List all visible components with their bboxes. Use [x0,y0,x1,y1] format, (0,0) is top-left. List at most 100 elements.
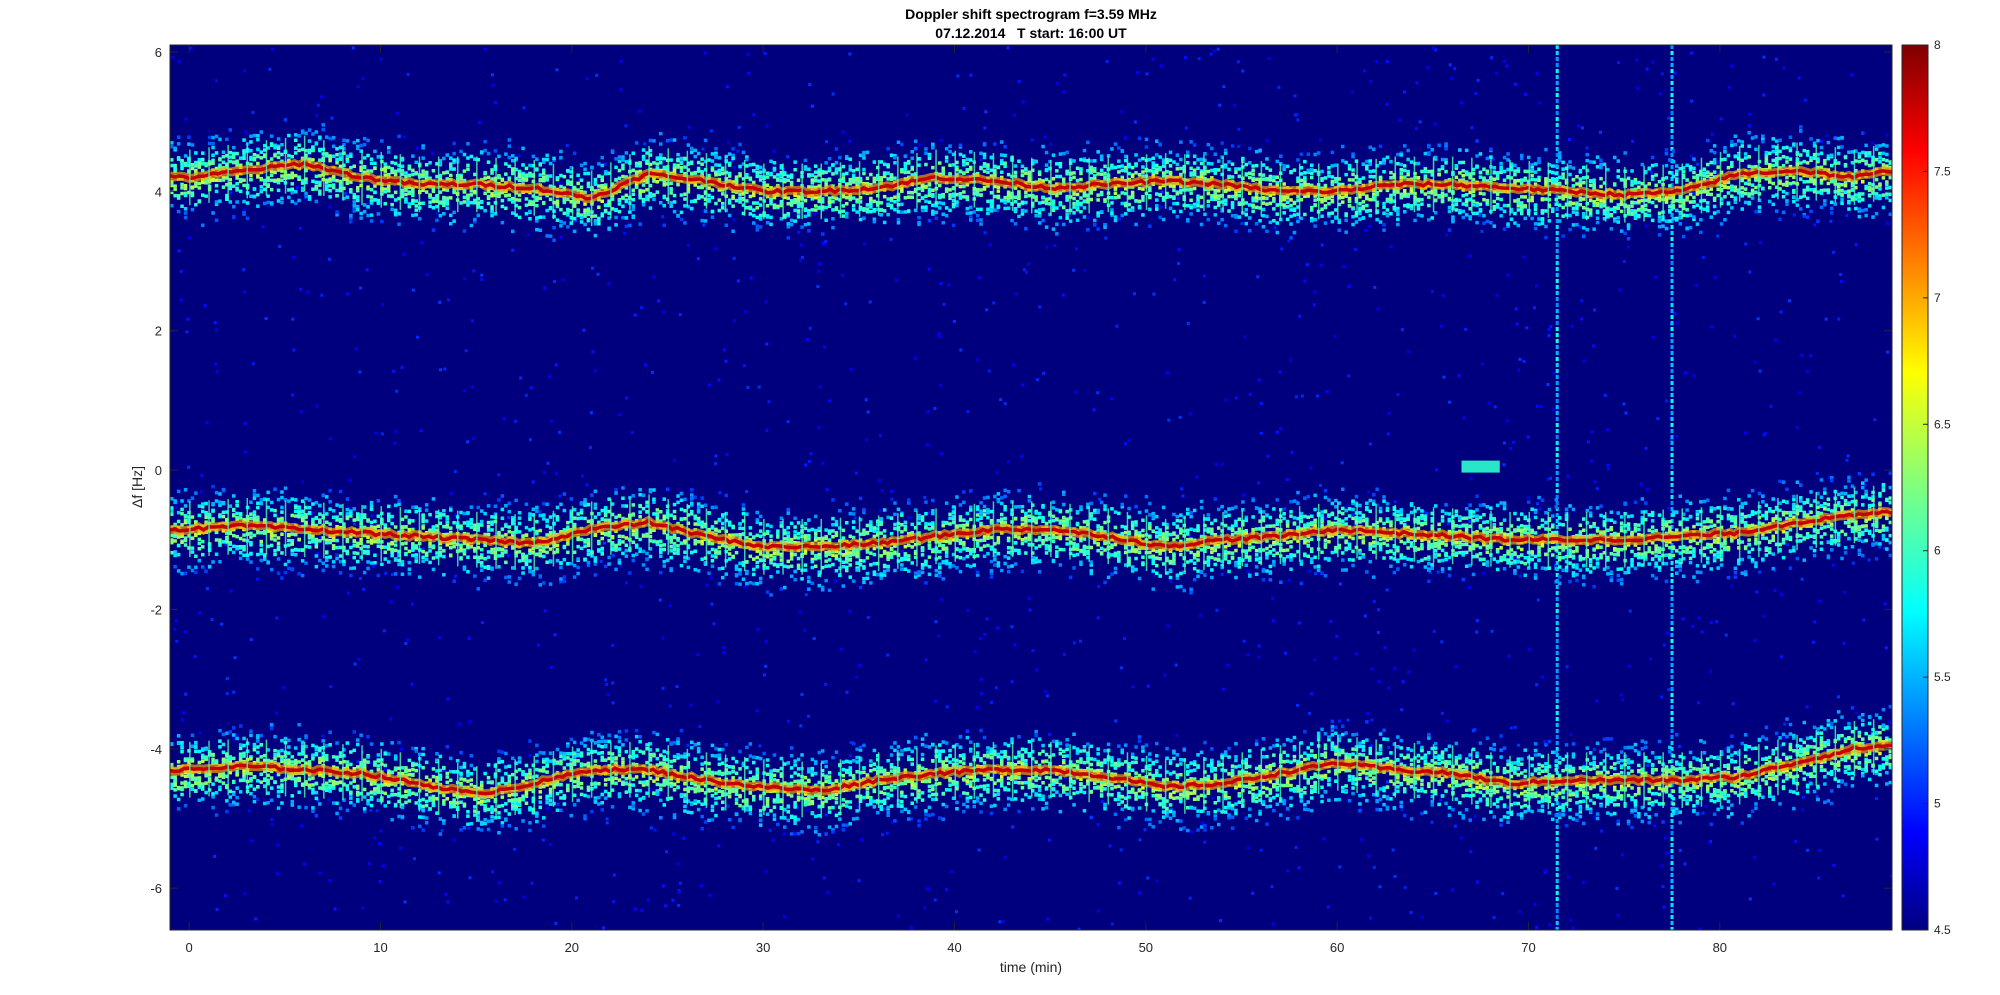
spectral-cell [1031,204,1035,208]
interference-streak [1555,525,1559,529]
spectral-cell [583,210,587,215]
noise-speckle [1432,629,1436,633]
spectral-cell [628,223,632,228]
noise-speckle [782,832,786,836]
spectral-cell [955,200,959,204]
spectral-cell [280,178,284,182]
noise-speckle [1864,483,1868,487]
spectral-cell [318,174,322,178]
spectral-cell [462,229,467,233]
spectral-cell [180,164,184,168]
spectral-cell [652,193,656,197]
spectral-cell [1013,164,1018,168]
spectral-cell [807,173,811,177]
spectral-cell [542,171,546,176]
spectral-cell [1289,198,1293,202]
spectral-cell [738,196,742,200]
spectral-cell [631,204,635,208]
spectral-cell [349,216,353,220]
spectral-cell [1017,192,1021,197]
spectral-cell [1065,213,1069,217]
spectral-cell [325,154,329,158]
interference-block [1461,460,1500,473]
spectral-cell [793,160,797,164]
noise-speckle [661,215,665,219]
spectral-cell [1148,195,1152,200]
spectral-cell [1027,193,1032,198]
noise-speckle [1815,472,1819,475]
spectral-cell [1230,214,1235,218]
noise-speckle [744,310,748,314]
spectral-cell [335,161,339,165]
noise-speckle [1246,846,1250,850]
spectral-cell [349,213,353,218]
noise-speckle [256,798,260,801]
spectral-cell [741,211,746,216]
spectral-cell [366,187,370,191]
spectral-cell [1161,173,1166,178]
noise-speckle [483,492,487,496]
interference-streak [1670,99,1674,103]
spectral-cell [1275,212,1279,216]
spectral-cell [297,175,301,179]
spectral-cell [710,168,715,172]
spectral-cell [889,196,894,201]
noise-speckle [1753,360,1757,364]
noise-speckle [519,376,523,380]
noise-speckle [1011,825,1015,829]
spectral-cell [676,152,680,157]
noise-speckle [1283,507,1287,511]
spectral-cell [597,205,601,209]
spectral-cell [1058,174,1063,179]
interference-streak [1555,915,1559,919]
spectral-cell [1130,206,1135,210]
spectral-cell [1158,215,1162,220]
interference-streak [1670,849,1674,853]
spectral-cell [431,199,436,204]
noise-speckle [995,471,999,475]
spectral-cell [1024,209,1028,213]
spectral-cell [452,158,456,162]
interference-streak [1670,51,1674,55]
spectral-cell [748,194,753,199]
spectral-cell [648,194,653,199]
spectral-cell [927,153,932,158]
spectral-cell [1110,163,1114,168]
spectral-cell [1079,157,1083,162]
interference-streak [1555,591,1559,595]
noise-speckle [1342,265,1346,268]
spectral-cell [659,142,663,146]
spectral-cell [758,178,763,182]
noise-speckle [1188,412,1192,416]
spectral-cell [483,139,487,144]
spectral-cell [256,204,260,208]
spectral-cell [221,185,226,189]
noise-speckle [1243,335,1247,339]
spectral-cell [1217,168,1221,172]
interference-streak [1670,471,1674,475]
noise-speckle [553,280,556,283]
interference-streak [1555,69,1559,73]
spectral-cell [473,220,477,224]
spectral-cell [862,167,866,172]
spectral-cell [910,173,914,177]
spectral-cell [1010,218,1014,223]
spectral-cell [373,161,377,166]
interference-streak [1670,669,1674,673]
spectral-cell [1093,223,1097,227]
spectral-cell [176,209,181,214]
spectral-cell [958,143,963,147]
spectral-cell [893,200,897,204]
spectral-cell [889,174,894,179]
spectral-cell [1065,209,1069,213]
spectral-cell [1189,171,1193,175]
spectral-cell [349,190,353,194]
noise-speckle [302,862,306,866]
spectral-cell [848,197,852,202]
noise-speckle [214,328,218,332]
noise-speckle [365,268,369,272]
spectral-cell [851,173,856,178]
interference-streak [1555,735,1559,739]
spectral-cell [1237,202,1242,207]
noise-speckle [1535,925,1539,929]
